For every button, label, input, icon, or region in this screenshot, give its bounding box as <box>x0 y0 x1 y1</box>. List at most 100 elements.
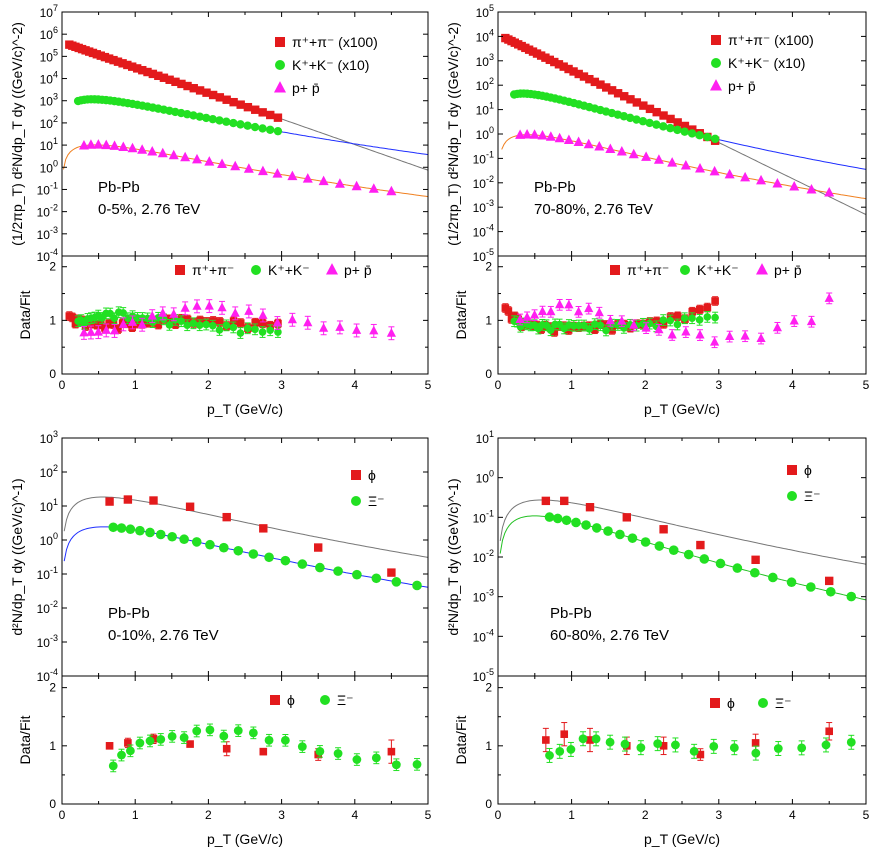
data-point <box>259 747 268 756</box>
data-point <box>352 569 362 580</box>
x-axis-label: p_T (GeV/c) <box>644 401 720 417</box>
data-point <box>202 88 211 97</box>
data-point <box>180 303 190 312</box>
data-point <box>789 315 799 325</box>
data-point <box>125 524 136 535</box>
data-point <box>652 107 661 117</box>
data-point <box>546 306 556 316</box>
data-point <box>681 326 691 336</box>
data-point <box>183 321 192 330</box>
x-tick-label: 4 <box>351 378 358 392</box>
data-point <box>165 321 174 329</box>
data-point <box>236 120 245 129</box>
y-tick-label: 10-1 <box>473 149 494 166</box>
data-point <box>127 62 137 71</box>
data-point <box>667 329 677 339</box>
data-point <box>653 154 664 164</box>
data-point <box>258 319 267 328</box>
data-point <box>695 305 704 314</box>
data-point <box>574 69 583 79</box>
x-tick-label: 5 <box>425 808 432 822</box>
y-axis-label: Data/Fit <box>453 290 469 339</box>
y-tick-label: 2 <box>49 681 56 695</box>
x-tick-label: 3 <box>278 378 285 392</box>
data-point <box>217 158 228 168</box>
panel-tr-ratio: 0 1 2 3 4 5 0 1 2 π⁺+π⁻ K⁺+K⁻ p+ p̄ p_T (GeV/c) Data/… <box>453 255 870 417</box>
data-point <box>233 545 244 556</box>
data-point <box>93 320 101 329</box>
data-point <box>229 97 238 107</box>
data-point <box>264 552 274 563</box>
fit-curve-0 <box>499 499 866 565</box>
data-point <box>127 317 138 326</box>
data-point <box>272 168 283 178</box>
data-point <box>659 111 668 120</box>
data-point <box>208 90 218 100</box>
axes-frame <box>61 675 429 805</box>
y-tick-label: 100 <box>40 531 58 548</box>
data-point <box>108 522 119 533</box>
y-tick-label: 10-5 <box>473 247 494 264</box>
y-tick-label: 102 <box>40 114 58 131</box>
data-point <box>412 759 422 769</box>
series-0 <box>65 40 283 122</box>
data-point <box>264 735 274 745</box>
data-point <box>230 160 241 171</box>
data-point <box>251 325 259 334</box>
data-point <box>824 293 834 302</box>
data-point <box>86 327 96 336</box>
data-point <box>315 746 325 756</box>
legend-label: K⁺+K⁻ <box>697 262 739 278</box>
data-point <box>797 743 807 753</box>
legend-marker <box>326 263 338 275</box>
data-point <box>563 134 574 145</box>
data-point <box>555 299 565 309</box>
data-point <box>229 317 238 325</box>
centrality-label: 70-80%, 2.76 TeV <box>534 201 653 218</box>
data-point <box>79 327 89 337</box>
series-2 <box>515 292 834 349</box>
x-tick-label: 2 <box>642 808 649 822</box>
panel-bl-spectra: 10-4 10-3 10-2 10-1 100 101 102 103 ϕ Ξ⁻ Pb-Pb 0-10… <box>9 429 429 684</box>
data-point <box>217 302 227 312</box>
data-point <box>169 309 179 318</box>
data-point <box>522 128 533 139</box>
data-point <box>673 125 682 135</box>
data-point <box>695 329 705 339</box>
data-point <box>673 312 682 321</box>
series-1 <box>108 522 422 591</box>
y-tick-label: 10-2 <box>37 599 58 616</box>
data-point <box>645 104 655 114</box>
data-point <box>640 537 651 547</box>
data-point <box>251 105 260 114</box>
plot-area <box>501 292 834 349</box>
data-point <box>154 320 163 329</box>
data-point <box>688 307 697 316</box>
data-point <box>391 760 401 770</box>
data-point <box>147 145 158 156</box>
y-axis-label: d²N/dp_T dy ((GeV/c)^-1) <box>9 478 25 635</box>
data-point <box>68 313 77 322</box>
data-point <box>179 534 189 545</box>
data-point <box>825 727 833 736</box>
data-point <box>751 748 761 758</box>
data-point <box>192 301 202 310</box>
data-point <box>629 320 639 329</box>
data-point <box>318 175 329 186</box>
data-point <box>258 328 267 336</box>
data-point <box>590 77 600 87</box>
y-tick-label: 10-3 <box>473 588 494 605</box>
data-point <box>368 183 379 193</box>
data-point <box>236 100 245 109</box>
data-point <box>137 144 148 154</box>
data-point <box>156 735 166 744</box>
legend-label: Ξ⁻ <box>775 695 792 711</box>
series-2 <box>79 299 396 341</box>
data-point <box>222 321 231 330</box>
x-tick-label: 0 <box>59 378 66 392</box>
data-point <box>113 57 123 66</box>
data-point <box>585 74 594 84</box>
data-point <box>114 325 122 333</box>
y-tick-label: 2 <box>485 681 492 695</box>
data-point <box>544 512 555 522</box>
